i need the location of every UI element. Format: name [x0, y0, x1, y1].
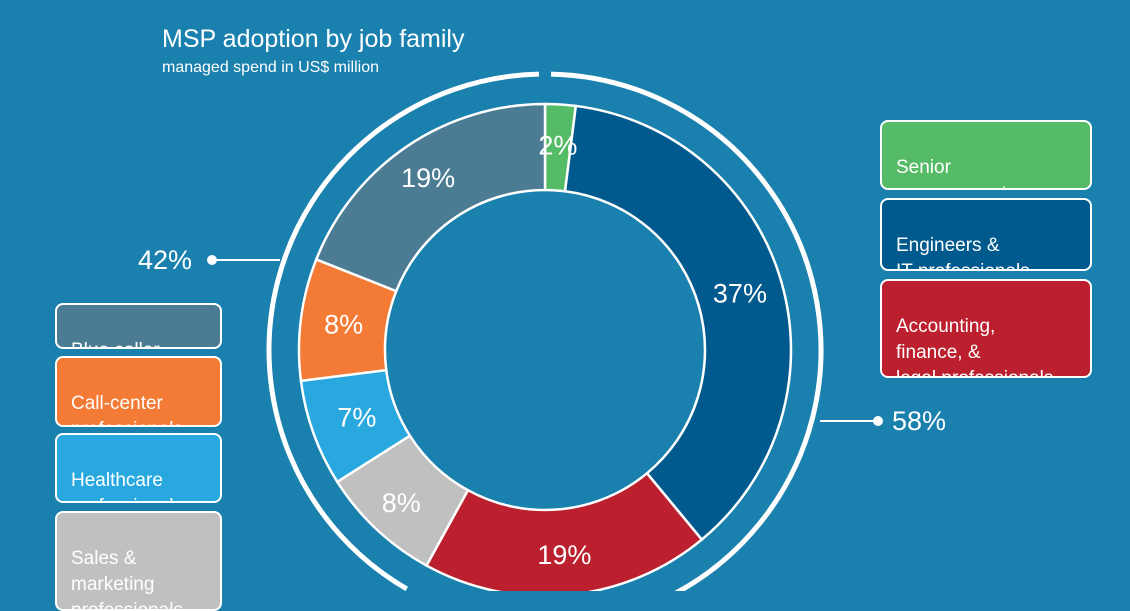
- chart-title: MSP adoption by job family: [162, 25, 465, 53]
- legend-label: Engineers & IT professionals: [896, 235, 1030, 269]
- group-ring: [266, 71, 824, 591]
- right-group-total: 58%: [892, 406, 947, 436]
- donut-chart: 2% 37% 19% 8% 7% 8% 19%: [207, 71, 883, 591]
- legend-item-accounting-finance-legal: Accounting, finance, & legal professiona…: [880, 279, 1092, 378]
- slice-label-0: 2%: [538, 130, 577, 160]
- slice-label-2: 19%: [537, 540, 591, 570]
- legend-label: Senior management: [896, 157, 1007, 188]
- legend-label: Blue collar: [71, 340, 160, 347]
- donut-slice-1: [563, 104, 793, 542]
- left-group-total: 42%: [138, 245, 193, 275]
- connector-dot-1: [873, 416, 883, 426]
- slice-label-1: 37%: [713, 278, 767, 308]
- donut-slice-6: [314, 102, 547, 293]
- slice-label-4: 7%: [337, 403, 376, 433]
- group-connectors: [207, 255, 883, 426]
- connector-dot-0: [207, 255, 217, 265]
- slice-labels: 2% 37% 19% 8% 7% 8% 19%: [324, 130, 767, 570]
- slice-label-6: 19%: [401, 163, 455, 193]
- legend-item-sales-marketing: Sales & marketing professionals: [55, 511, 222, 611]
- group-arc-1: [266, 71, 539, 591]
- legend-label: Sales & marketing professionals: [71, 548, 183, 611]
- legend-item-call-center: Call-center professionals: [55, 356, 222, 427]
- slice-label-3: 8%: [382, 488, 421, 518]
- legend-item-healthcare: Healthcare professionals: [55, 433, 222, 503]
- slice-label-5: 8%: [324, 310, 363, 340]
- legend-item-blue-collar: Blue collar: [55, 303, 222, 349]
- legend-label: Accounting, finance, & legal professiona…: [896, 316, 1053, 376]
- chart-subtitle: managed spend in US$ million: [162, 59, 380, 76]
- legend-label: Call-center professionals: [71, 393, 183, 425]
- legend-item-engineers-it: Engineers & IT professionals: [880, 198, 1092, 271]
- donut-slices: [297, 102, 793, 591]
- legend-label: Healthcare professionals: [71, 470, 183, 501]
- group-arc-0: [551, 71, 824, 591]
- legend-item-senior-management: Senior management: [880, 120, 1092, 190]
